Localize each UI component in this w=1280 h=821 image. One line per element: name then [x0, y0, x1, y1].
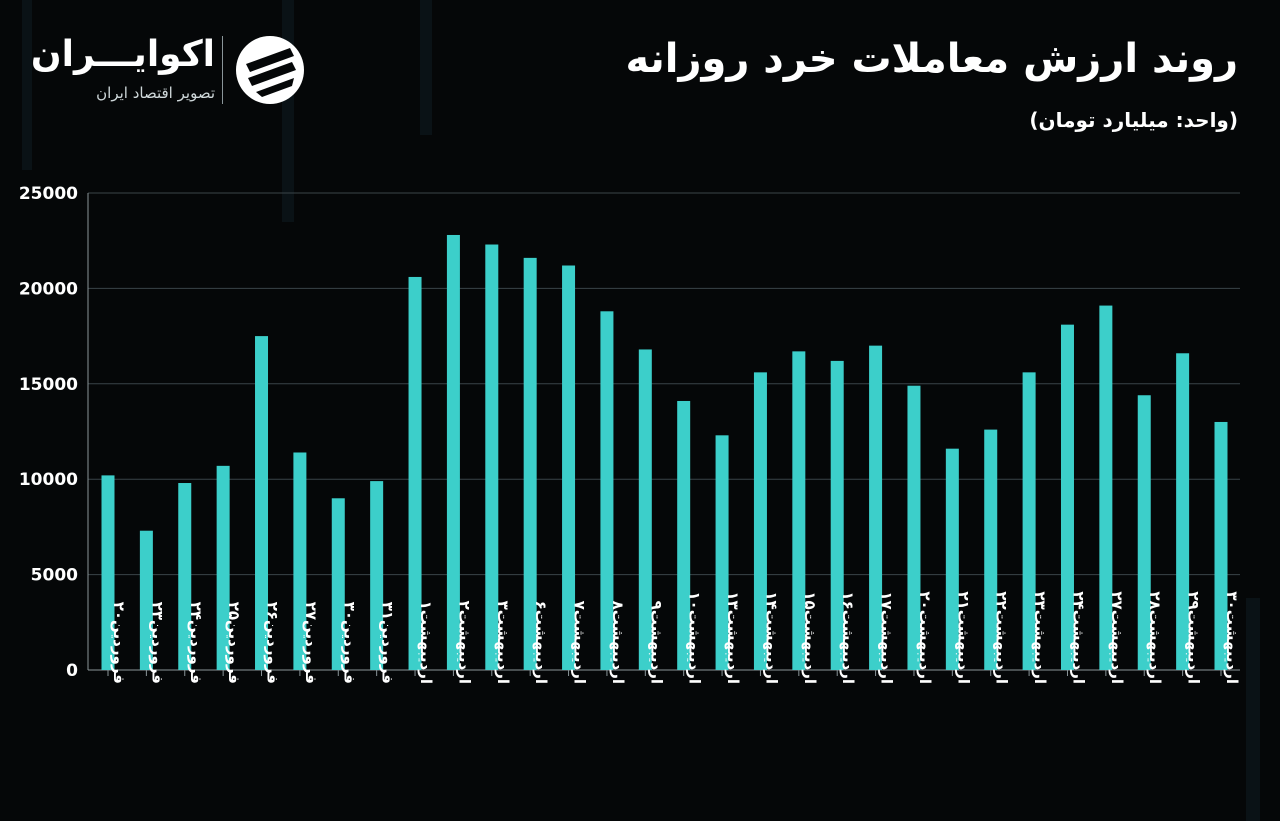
- chart-title: روند ارزش معاملات خرد روزانه: [625, 36, 1238, 82]
- bar: [1214, 421, 1228, 670]
- x-tick-label: اردیبهشت۲۰: [916, 591, 934, 684]
- bar: [715, 435, 729, 670]
- y-tick-label: 25000: [19, 184, 78, 204]
- bar: [984, 429, 998, 670]
- x-tick-label: فروردین۲۵: [225, 602, 243, 684]
- bar: [600, 311, 614, 670]
- bar: [408, 276, 422, 670]
- x-tick-label: اردیبهشت۱۵: [801, 591, 819, 684]
- x-tick-label: اردیبهشت۲۳: [1031, 591, 1049, 684]
- bar: [1099, 305, 1113, 670]
- x-tick-label: اردیبهشت۳۰: [1223, 591, 1241, 684]
- bar: [331, 498, 345, 670]
- y-tick-label: 15000: [19, 375, 78, 395]
- x-tick-label: اردیبهشت۳: [494, 601, 512, 684]
- x-tick-label: فروردین۲۰: [110, 602, 128, 684]
- x-tick-label: اردیبهشت۲۹: [1185, 591, 1203, 684]
- bar: [101, 475, 115, 670]
- unit-label: (واحد: میلیارد تومان): [1029, 108, 1238, 132]
- x-tick-label: اردیبهشت۲۱: [954, 591, 972, 684]
- bar: [638, 349, 652, 670]
- bar: [1022, 372, 1036, 670]
- x-tick-label: اردیبهشت۲۷: [1108, 591, 1126, 684]
- brand-tagline: تصویر اقتصاد ایران: [96, 84, 215, 102]
- bar: [1137, 395, 1151, 670]
- background-decoration: [22, 0, 32, 170]
- y-tick-label: 20000: [19, 279, 78, 299]
- bar: [370, 481, 384, 670]
- y-tick-label: 5000: [31, 566, 78, 586]
- brand-divider: [222, 36, 223, 104]
- x-tick-label: اردیبهشت۱۰: [686, 591, 704, 684]
- bar: [1176, 353, 1190, 670]
- bar: [485, 244, 499, 671]
- bar: [216, 465, 230, 670]
- x-tick-label: اردیبهشت۶: [532, 601, 550, 684]
- bar: [753, 372, 767, 670]
- background-decoration: [1246, 598, 1260, 821]
- bar: [255, 336, 269, 670]
- x-tick-label: فروردین۲۶: [264, 602, 282, 684]
- bar: [907, 385, 921, 670]
- x-tick-label: اردیبهشت۱۴: [762, 591, 780, 684]
- x-tick-label: فروردین۲۷: [302, 602, 320, 684]
- brand: اکوایـــران تصویر اقتصاد ایران: [30, 34, 320, 114]
- bar: [293, 452, 307, 670]
- y-tick-label: 0: [66, 661, 78, 681]
- y-tick-label: 10000: [19, 470, 78, 490]
- x-tick-label: اردیبهشت۱۶: [839, 591, 857, 684]
- x-tick-label: اردیبهشت۱۳: [724, 591, 742, 684]
- x-tick-label: اردیبهشت۲۸: [1146, 591, 1164, 684]
- bar: [178, 483, 192, 670]
- x-tick-label: اردیبهشت۸: [609, 601, 627, 684]
- x-tick-label: فروردین۳۱: [379, 602, 397, 684]
- bar: [677, 400, 691, 670]
- bar: [446, 234, 460, 670]
- x-tick-label: اردیبهشت۷: [571, 601, 589, 684]
- x-tick-label: فروردین۲۳: [148, 602, 166, 684]
- x-tick-label: اردیبهشت۲: [455, 601, 473, 684]
- bar: [523, 257, 537, 670]
- x-tick-label: اردیبهشت۱۷: [878, 591, 896, 684]
- bar: [1060, 324, 1074, 670]
- brand-name: اکوایـــران: [30, 34, 215, 75]
- x-tick-label: فروردین۳۰: [340, 602, 358, 684]
- bar: [562, 265, 576, 670]
- bar: [792, 351, 806, 670]
- x-tick-label: فروردین۲۴: [187, 602, 205, 684]
- x-tick-label: اردیبهشت۲۲: [993, 591, 1011, 684]
- bar: [139, 530, 153, 670]
- x-tick-label: اردیبهشت۹: [647, 601, 665, 684]
- x-tick-label: اردیبهشت۲۴: [1069, 591, 1087, 684]
- ekoiran-logo-icon: [232, 34, 308, 110]
- bar: [869, 345, 883, 670]
- background-decoration: [420, 0, 432, 135]
- bar: [945, 448, 959, 670]
- x-tick-label: اردیبهشت۱: [417, 601, 435, 684]
- bar: [830, 360, 844, 670]
